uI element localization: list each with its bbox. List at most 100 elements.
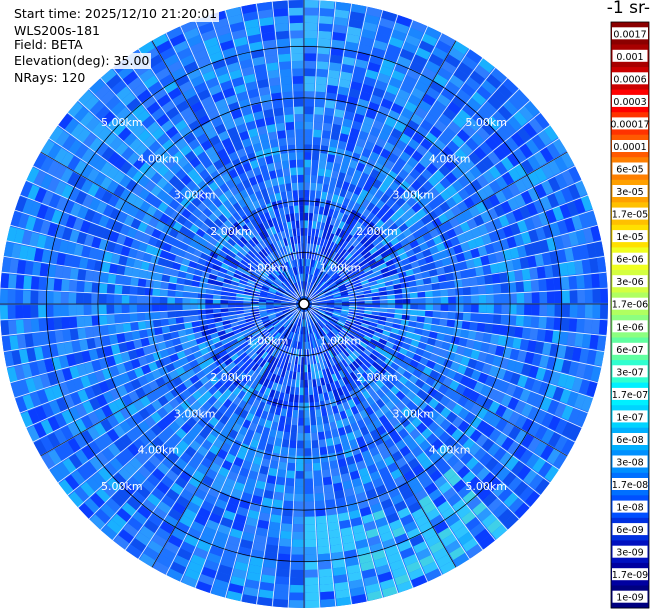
range-gate-cell [388,36,404,49]
range-gate-cell [380,266,389,274]
range-gate-cell [406,233,416,243]
range-gate-cell [322,238,329,248]
range-gate-cell [341,534,355,545]
range-gate-cell [319,145,329,154]
range-gate-cell [270,339,278,347]
range-gate-cell [485,457,499,472]
range-gate-cell [414,80,429,93]
range-gate-cell [349,247,358,256]
range-gate-cell [463,304,472,313]
range-gate-cell [405,560,422,574]
range-gate-cell [343,263,352,271]
range-gate-cell [167,304,175,312]
range-gate-cell [342,56,356,66]
range-gate-cell [548,415,561,431]
range-gate-cell [304,60,316,69]
range-gate-cell [393,318,402,325]
range-gate-cell [545,208,557,224]
range-gate-cell [278,61,291,70]
range-gate-cell [495,404,508,418]
range-gate-cell [259,359,267,368]
range-gate-cell [480,341,490,353]
range-gate-cell [431,157,444,170]
range-gate-cell [516,127,531,143]
range-gate-cell [399,347,409,356]
range-gate-cell [520,159,534,174]
range-gate-cell [498,141,513,156]
range-gate-cell [419,554,436,568]
range-ring-label: 3.00km [174,189,216,202]
range-gate-cell [285,330,291,338]
range-gate-cell [313,477,324,487]
range-gate-cell [338,512,350,522]
range-gate-cell [275,484,285,493]
range-gate-cell [266,371,274,381]
range-gate-cell [332,327,340,335]
range-gate-cell [283,393,290,402]
range-gate-cell [395,457,408,469]
range-gate-cell [333,347,340,355]
range-gate-cell [493,203,505,217]
range-gate-cell [76,293,84,304]
range-gate-cell [455,446,468,460]
range-gate-cell [332,311,341,316]
range-gate-cell [357,256,366,264]
range-gate-cell [532,457,547,473]
range-gate-cell [342,349,350,357]
range-gate-cell [363,289,372,295]
range-gate-cell [364,14,380,25]
range-gate-cell [380,384,390,394]
range-gate-cell [340,125,351,135]
range-gate-cell [317,279,323,287]
range-gate-cell [365,230,374,240]
range-gate-cell [395,411,406,422]
range-gate-cell [329,319,337,325]
range-gate-cell [417,297,426,304]
range-gate-cell [320,319,327,326]
range-gate-cell [322,286,330,292]
range-gate-cell [326,278,334,285]
range-gate-cell [184,534,199,547]
range-gate-cell [581,258,592,274]
range-gate-cell [406,411,417,423]
range-gate-cell [377,571,394,583]
range-gate-cell [319,301,327,304]
range-gate-cell [593,240,605,257]
range-gate-cell [436,554,453,568]
range-gate-cell [363,239,372,248]
range-gate-cell [509,247,520,259]
range-gate-cell [543,125,559,142]
range-gate-cell [311,325,315,333]
range-gate-cell [220,517,234,529]
range-gate-cell [246,387,255,397]
range-gate-cell [190,554,206,567]
range-gate-cell [359,341,368,349]
range-gate-cell [338,220,346,230]
range-gate-cell [313,363,319,372]
range-gate-cell [296,455,304,464]
range-gate-cell [121,313,131,324]
range-gate-cell [456,232,467,244]
range-gate-cell [290,584,304,593]
range-gate-cell [489,414,502,428]
range-gate-cell [357,374,367,384]
range-gate-cell [319,446,328,456]
range-gate-cell [317,309,326,314]
range-gate-cell [475,201,487,214]
range-gate-cell [457,395,469,407]
range-gate-cell [280,530,293,540]
range-gate-cell [380,237,390,246]
range-gate-cell [425,568,442,582]
range-gate-cell [381,58,396,70]
range-gate-cell [457,61,473,76]
range-gate-cell [377,245,387,254]
range-gate-cell [505,455,520,471]
range-gate-cell [317,538,330,547]
range-ring-label: 2.00km [356,371,398,384]
range-gate-cell [409,61,424,74]
range-gate-cell [393,357,403,366]
range-gate-cell [341,385,349,395]
range-gate-cell [358,354,367,363]
range-gate-cell [152,304,160,312]
range-gate-cell [159,289,168,297]
